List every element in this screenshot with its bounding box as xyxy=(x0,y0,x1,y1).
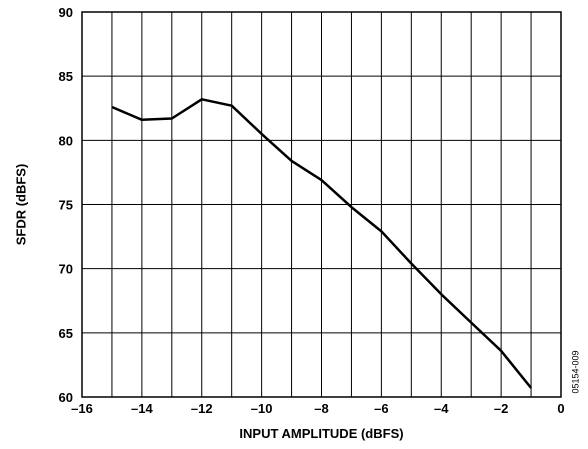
x-tick-label: –8 xyxy=(314,401,328,416)
x-tick-label: 0 xyxy=(557,401,564,416)
series-line xyxy=(111,98,533,389)
x-tick-label: –6 xyxy=(374,401,388,416)
x-tick-label: –16 xyxy=(71,401,93,416)
x-tick-label: –10 xyxy=(251,401,273,416)
y-axis-title: SFDR (dBFS) xyxy=(13,164,28,246)
x-tick-label: –14 xyxy=(131,401,153,416)
x-tick-label: –4 xyxy=(434,401,449,416)
y-tick-label: 85 xyxy=(59,69,73,84)
x-tick-label: –2 xyxy=(494,401,508,416)
y-tick-label: 75 xyxy=(59,198,73,213)
plot-frame xyxy=(81,11,562,398)
y-tick-label: 70 xyxy=(59,262,73,277)
grid xyxy=(82,12,561,397)
y-tick-label: 65 xyxy=(59,326,73,341)
x-axis-title: INPUT AMPLITUDE (dBFS) xyxy=(239,426,403,441)
y-tick-label: 90 xyxy=(59,5,73,20)
x-tick-labels: –16 –14 –12 –10 –8 –6 –4 –2 0 xyxy=(71,401,564,416)
x-tick-label: –12 xyxy=(191,401,213,416)
y-tick-label: 60 xyxy=(59,390,73,405)
y-tick-label: 80 xyxy=(59,133,73,148)
figure-id-label: 05154-009 xyxy=(570,350,580,393)
series-layer xyxy=(111,98,533,389)
y-tick-labels: 60 65 70 75 80 85 90 xyxy=(59,5,73,405)
